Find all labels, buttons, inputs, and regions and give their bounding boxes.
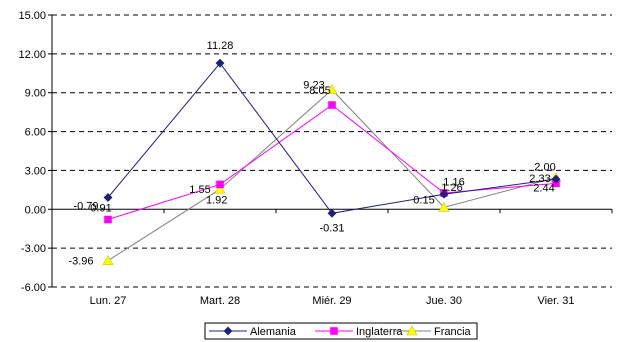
y-axis: -6.00 -3.00 0.00 3.00 6.00 9.00 12.00 15.00 bbox=[18, 10, 53, 294]
legend-marker-alemania bbox=[223, 326, 233, 336]
data-point-francia bbox=[102, 254, 114, 265]
y-tick-label: 0.00 bbox=[25, 204, 46, 216]
x-tick-label: Mart. 28 bbox=[200, 295, 240, 307]
data-point-alemania bbox=[439, 189, 449, 199]
x-tick-label: Jue. 30 bbox=[426, 295, 462, 307]
data-point-inglaterra bbox=[104, 215, 112, 224]
legend-label-alemania: Alemania bbox=[250, 326, 297, 338]
data-label-inglaterra: 2.00 bbox=[534, 161, 555, 173]
x-tick-label: Vier. 31 bbox=[537, 295, 574, 307]
legend-label-francia: Francia bbox=[434, 326, 472, 338]
legend: Alemania Inglaterra Francia bbox=[204, 322, 478, 340]
y-tick-label: 9.00 bbox=[25, 88, 46, 100]
data-point-alemania bbox=[327, 208, 337, 218]
x-tick-label: Miér. 29 bbox=[312, 295, 351, 307]
data-label-inglaterra: 8.05 bbox=[309, 85, 330, 97]
data-label-francia: 2.44 bbox=[533, 183, 554, 195]
data-label-alemania: 11.28 bbox=[207, 40, 234, 52]
y-tick-label: 3.00 bbox=[25, 165, 46, 177]
y-tick-label: 6.00 bbox=[25, 127, 46, 139]
y-tick-label: -3.00 bbox=[21, 243, 46, 255]
data-label-francia: 9.23 bbox=[303, 80, 324, 92]
data-label-francia: 1.55 bbox=[189, 184, 210, 196]
data-label-francia: 0.15 bbox=[413, 194, 434, 206]
x-axis: Lun. 27 Mart. 28 Miér. 29 Jue. 30 Vier. 31 bbox=[51, 208, 613, 307]
data-point-inglaterra bbox=[328, 101, 336, 109]
data-point-alemania bbox=[103, 193, 113, 202]
data-point-alemania bbox=[551, 174, 561, 184]
data-point-inglaterra bbox=[216, 180, 224, 189]
data-point-francia bbox=[438, 201, 450, 212]
data-label-alemania: 2.33 bbox=[529, 173, 550, 185]
data-label-inglaterra: 1.26 bbox=[441, 182, 462, 194]
data-point-alemania bbox=[215, 58, 225, 68]
data-label-inglaterra: 1.92 bbox=[206, 194, 227, 206]
data-label-inglaterra: -0.79 bbox=[73, 201, 98, 213]
legend-label-inglaterra: Inglaterra bbox=[356, 326, 403, 338]
y-tick-label: 15.00 bbox=[18, 10, 46, 22]
data-labels: 0.91 11.28 -0.31 1.16 2.33 -0.79 1.92 8.05 1.26 2… bbox=[68, 40, 555, 267]
series-line-inglaterra bbox=[107, 104, 557, 220]
y-tick-label: 12.00 bbox=[18, 49, 46, 61]
data-label-alemania: -0.31 bbox=[319, 222, 344, 234]
data-point-francia bbox=[326, 84, 338, 95]
y-tick-label: -6.00 bbox=[21, 282, 46, 294]
data-label-alemania: 0.91 bbox=[90, 202, 111, 214]
data-point-francia bbox=[214, 183, 226, 194]
data-label-alemania: 1.16 bbox=[443, 176, 464, 188]
x-tick-label: Lun. 27 bbox=[90, 295, 127, 307]
series-group bbox=[102, 58, 562, 265]
legend-marker-inglaterra bbox=[330, 327, 338, 335]
legend-marker-francia bbox=[406, 325, 418, 336]
series-line-francia bbox=[107, 89, 557, 261]
data-label-francia: -3.96 bbox=[68, 256, 93, 268]
grid-lines bbox=[52, 14, 612, 288]
